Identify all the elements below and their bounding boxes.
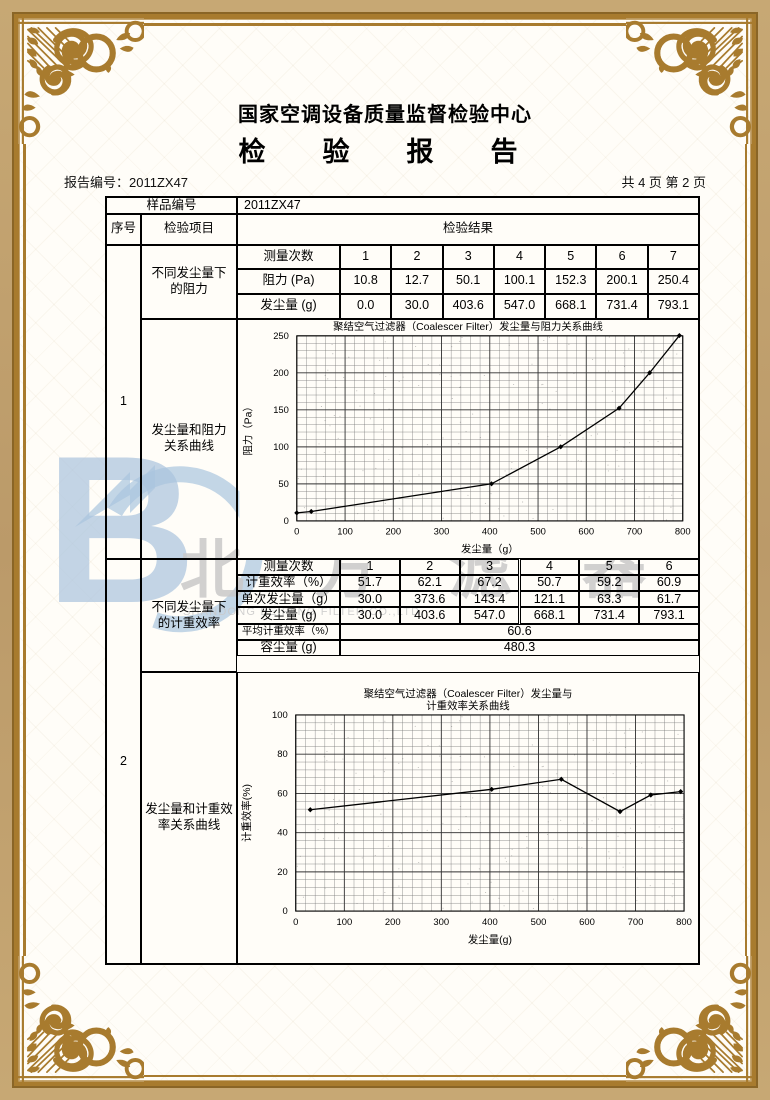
svg-text:600: 600 — [578, 525, 594, 536]
svg-text:250: 250 — [273, 329, 289, 340]
svg-text:300: 300 — [433, 917, 449, 928]
svg-text:700: 700 — [628, 917, 644, 928]
svg-text:200: 200 — [385, 525, 401, 536]
svg-text:0: 0 — [284, 514, 289, 525]
svg-text:600: 600 — [579, 917, 595, 928]
svg-text:聚结空气过滤器（Coalescer Filter）发尘量与阻: 聚结空气过滤器（Coalescer Filter）发尘量与阻力关系曲线 — [333, 320, 603, 333]
svg-text:700: 700 — [627, 525, 643, 536]
svg-text:发尘量(g): 发尘量(g) — [468, 933, 512, 946]
svg-text:800: 800 — [676, 917, 692, 928]
svg-text:500: 500 — [530, 525, 546, 536]
svg-text:0: 0 — [283, 906, 288, 917]
svg-text:100: 100 — [337, 525, 353, 536]
svg-text:发尘量（g）: 发尘量（g） — [461, 542, 519, 555]
svg-text:200: 200 — [385, 917, 401, 928]
svg-text:100: 100 — [336, 917, 352, 928]
svg-text:80: 80 — [277, 749, 288, 760]
svg-text:0: 0 — [294, 525, 299, 536]
svg-text:40: 40 — [277, 828, 288, 839]
svg-text:300: 300 — [434, 525, 450, 536]
svg-text:计重效率关系曲线: 计重效率关系曲线 — [426, 699, 510, 712]
svg-text:400: 400 — [482, 525, 498, 536]
svg-text:150: 150 — [273, 403, 289, 414]
svg-text:400: 400 — [482, 917, 498, 928]
svg-text:0: 0 — [293, 917, 298, 928]
svg-text:60: 60 — [277, 788, 288, 799]
svg-text:800: 800 — [675, 525, 691, 536]
svg-text:100: 100 — [273, 440, 289, 451]
svg-text:计重效率(%): 计重效率(%) — [240, 784, 253, 842]
svg-text:聚结空气过滤器（Coalescer Filter）发尘量与: 聚结空气过滤器（Coalescer Filter）发尘量与 — [364, 687, 573, 700]
svg-text:500: 500 — [531, 917, 547, 928]
svg-text:100: 100 — [272, 710, 288, 721]
svg-text:20: 20 — [277, 867, 288, 878]
svg-text:200: 200 — [273, 366, 289, 377]
svg-text:阻力（Pa）: 阻力（Pa） — [241, 401, 254, 455]
svg-text:50: 50 — [278, 477, 288, 488]
